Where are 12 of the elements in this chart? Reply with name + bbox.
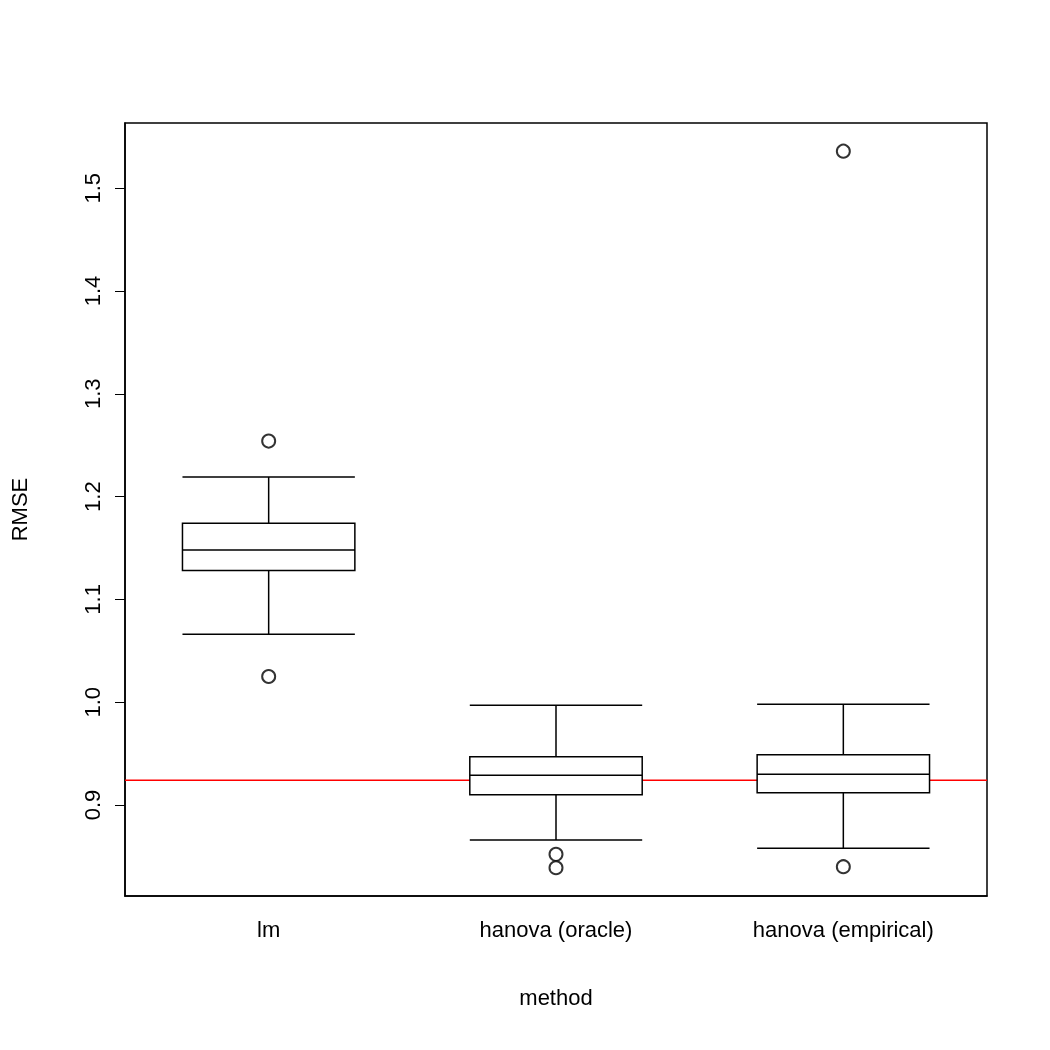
y-tick-label: 1.0 bbox=[79, 686, 105, 718]
y-axis-title: RMSE bbox=[6, 477, 32, 542]
x-axis-title: method bbox=[519, 984, 593, 1010]
y-tick-label: 1.5 bbox=[79, 172, 105, 204]
y-tick-label: 1.3 bbox=[79, 378, 105, 410]
x-tick-label: hanova (oracle) bbox=[479, 916, 633, 942]
y-tick-label: 1.2 bbox=[79, 481, 105, 512]
y-tick-label: 1.4 bbox=[79, 275, 105, 307]
y-tick-label: 0.9 bbox=[79, 789, 105, 821]
y-tick-label: 1.1 bbox=[79, 584, 105, 615]
x-tick-label: hanova (empirical) bbox=[752, 916, 934, 942]
x-tick-label: lm bbox=[257, 916, 281, 942]
